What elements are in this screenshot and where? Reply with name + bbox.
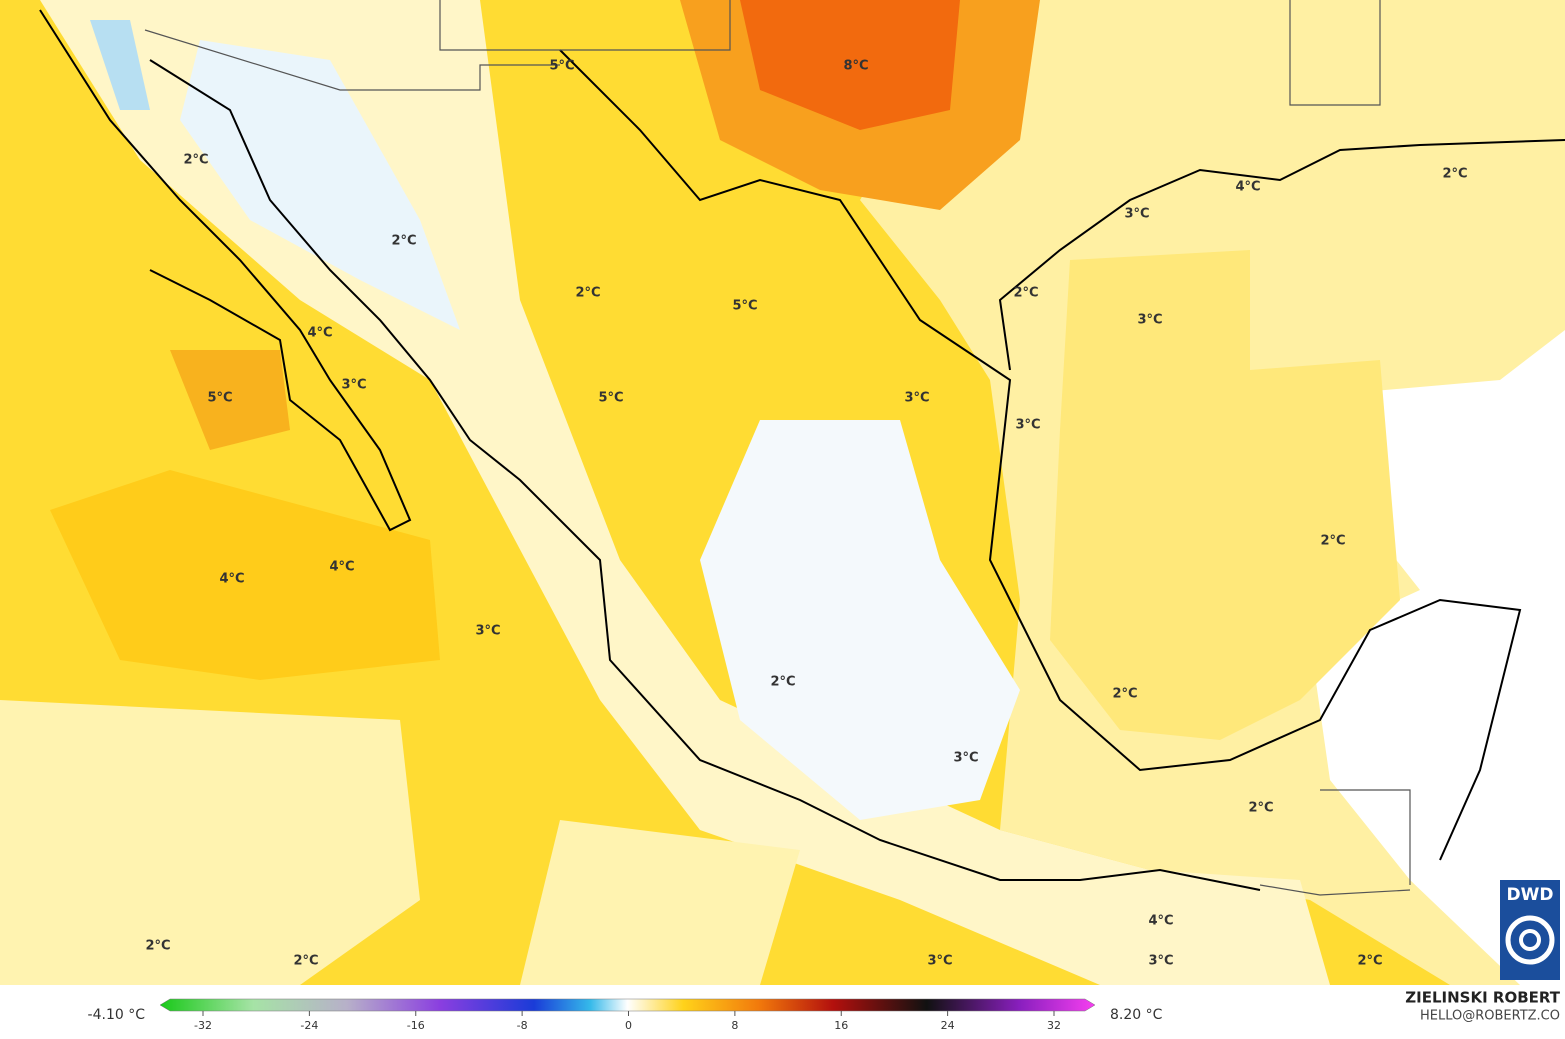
colorbar-tick-label: 16: [834, 1019, 848, 1032]
colorbar-tick-label: 24: [941, 1019, 955, 1032]
contour-label: 3°C: [1124, 207, 1149, 222]
contour-label: 3°C: [341, 378, 366, 393]
contour-label: 4°C: [307, 326, 332, 341]
contour-label: 2°C: [575, 286, 600, 301]
contour-label: 2°C: [1357, 954, 1382, 969]
contour-label: 3°C: [1137, 313, 1162, 328]
map-field: [0, 0, 1565, 985]
contour-label: 4°C: [1148, 914, 1173, 929]
contour-label: 3°C: [1015, 418, 1040, 433]
colorbar-min: -4.10 °C: [88, 1007, 146, 1023]
contour-label: 3°C: [953, 751, 978, 766]
contour-label: 5°C: [549, 59, 574, 74]
contour-label: 3°C: [1148, 954, 1173, 969]
contour-label: 3°C: [475, 624, 500, 639]
contour-labels: 5°C 8°C 2°C 2°C 4°C 3°C 2°C 2°C 2°C 5°C 3°C 4°C 3°C 5…: [145, 59, 1467, 969]
contour-label: 2°C: [1442, 167, 1467, 182]
colorbar-tick-label: 8: [731, 1019, 738, 1032]
contour-label: 8°C: [843, 59, 868, 74]
contour-label: 2°C: [1013, 286, 1038, 301]
colorbar-tick-label: 32: [1047, 1019, 1061, 1032]
logo-text: DWD: [1507, 885, 1554, 905]
credit-contact: HELLO@ROBERTZ.CO: [1420, 1009, 1560, 1024]
credit-author: ZIELINSKI ROBERT: [1405, 989, 1560, 1007]
logo-swirl: [1505, 915, 1555, 965]
logo-swirl: [1519, 929, 1541, 951]
contour-label: 2°C: [391, 234, 416, 249]
colorbar-max: 8.20 °C: [1110, 1007, 1163, 1023]
contour-label: 4°C: [329, 560, 354, 575]
colorbar-tick-label: -16: [407, 1019, 425, 1032]
contour-label: 2°C: [1112, 687, 1137, 702]
contour-label: 5°C: [732, 299, 757, 314]
contour-label: 2°C: [293, 954, 318, 969]
borders: [144, 0, 1411, 896]
contour-label: 5°C: [598, 391, 623, 406]
contour-label: 4°C: [219, 572, 244, 587]
colorbar: -4.10 °C 8.20 °C -32 -24 -16 -8 0 8 16 24 32: [88, 998, 1163, 1032]
contour-label: 4°C: [1235, 180, 1260, 195]
contour-label: 2°C: [183, 153, 208, 168]
contour-label: 2°C: [1320, 534, 1345, 549]
coastline: [39, 9, 1565, 891]
colorbar-tick-label: 0: [625, 1019, 632, 1032]
contour-label: 5°C: [207, 391, 232, 406]
contour-label: 3°C: [904, 391, 929, 406]
colorbar-tick-label: -24: [300, 1019, 318, 1032]
colorbar-tick-label: -32: [194, 1019, 212, 1032]
contour-label: 2°C: [145, 939, 170, 954]
contour-label: 3°C: [927, 954, 952, 969]
colorbar-tick-label: -8: [517, 1019, 528, 1032]
contour-label: 2°C: [1248, 801, 1273, 816]
colorbar-ramp: [159, 998, 1096, 1012]
contour-label: 2°C: [770, 675, 795, 690]
